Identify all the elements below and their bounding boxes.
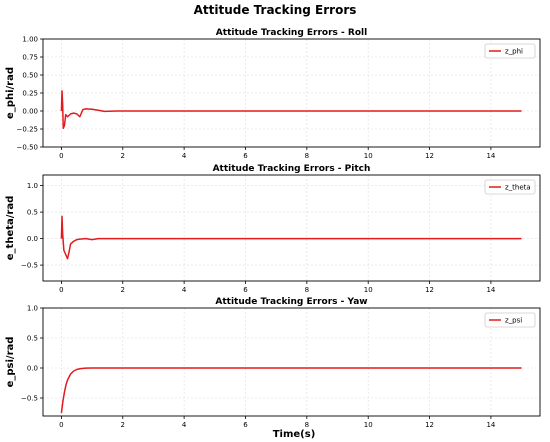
x-tick-label: 4 xyxy=(182,286,187,294)
x-tick-label: 14 xyxy=(486,421,495,429)
y-tick-label: −0.50 xyxy=(17,144,38,152)
y-tick-label: 0.25 xyxy=(22,90,38,98)
legend: z_psi xyxy=(484,312,536,328)
x-tick-label: 12 xyxy=(425,152,434,160)
legend: z_phi xyxy=(484,43,536,59)
x-tick-label: 2 xyxy=(121,421,125,429)
plot-frame xyxy=(42,174,541,282)
x-tick-label: 6 xyxy=(243,286,248,294)
y-tick-label: 0.5 xyxy=(27,335,38,343)
x-tick-label: 4 xyxy=(182,421,187,429)
y-tick-label: −0.5 xyxy=(21,395,38,403)
subplots: Attitude Tracking Errors - Roll e_phi/rad… xyxy=(5,28,541,429)
y-tick-label: 0.5 xyxy=(27,209,38,217)
x-tick-label: 0 xyxy=(59,286,63,294)
x-tick-label: 6 xyxy=(243,152,248,160)
y-tick-label: 0.0 xyxy=(27,365,38,373)
x-tick-label: 14 xyxy=(486,286,495,294)
x-tick-label: 8 xyxy=(305,286,309,294)
x-tick-label: 10 xyxy=(364,286,373,294)
legend-box xyxy=(484,43,536,59)
y-tick-label: 1.0 xyxy=(27,182,38,190)
subplot-title: Attitude Tracking Errors - Pitch xyxy=(213,164,371,174)
subplot-2: Attitude Tracking Errors - Yaw e_psi/rad 0… xyxy=(5,297,541,429)
legend-box xyxy=(484,312,536,328)
x-tick-label: 8 xyxy=(305,421,309,429)
y-tick-label: 0.75 xyxy=(22,54,38,62)
figure-title: Attitude Tracking Errors xyxy=(194,3,357,17)
series-line-z_phi xyxy=(60,90,522,130)
x-tick-label: 4 xyxy=(182,152,187,160)
legend-label: z_phi xyxy=(505,48,523,56)
y-tick-label: 0.00 xyxy=(22,108,38,116)
y-tick-label: −0.25 xyxy=(17,126,38,134)
plot-frame xyxy=(42,307,541,417)
x-tick-label: 10 xyxy=(364,152,373,160)
x-tick-label: 0 xyxy=(59,152,63,160)
x-tick-label: 0 xyxy=(59,421,63,429)
x-tick-label: 2 xyxy=(121,152,125,160)
series-line-z_theta xyxy=(60,215,522,260)
legend-box xyxy=(484,179,536,195)
series-line-z_psi xyxy=(60,367,522,414)
x-tick-label: 12 xyxy=(425,421,434,429)
x-tick-label: 12 xyxy=(425,286,434,294)
y-axis-label: e_theta/rad xyxy=(5,196,16,260)
subplot-title: Attitude Tracking Errors - Yaw xyxy=(215,297,367,307)
subplot-title: Attitude Tracking Errors - Roll xyxy=(216,28,367,38)
y-tick-label: 0.0 xyxy=(27,235,38,243)
y-axis-label: e_psi/rad xyxy=(5,337,16,388)
legend-label: z_theta xyxy=(505,184,531,192)
y-tick-label: 0.50 xyxy=(22,72,38,80)
legend: z_theta xyxy=(484,179,536,195)
legend-label: z_psi xyxy=(505,317,522,325)
y-axis-label: e_phi/rad xyxy=(5,67,16,119)
x-tick-label: 2 xyxy=(121,286,125,294)
y-tick-label: 1.0 xyxy=(27,305,38,313)
x-tick-label: 6 xyxy=(243,421,248,429)
y-tick-label: −0.5 xyxy=(21,262,38,270)
y-tick-label: 1.00 xyxy=(22,36,38,44)
subplot-0: Attitude Tracking Errors - Roll e_phi/rad… xyxy=(5,28,541,160)
x-tick-label: 10 xyxy=(364,421,373,429)
x-tick-label: 14 xyxy=(486,152,495,160)
x-tick-label: 8 xyxy=(305,152,309,160)
x-axis-label: Time(s) xyxy=(273,429,316,440)
subplot-1: Attitude Tracking Errors - Pitch e_theta/… xyxy=(5,164,541,294)
